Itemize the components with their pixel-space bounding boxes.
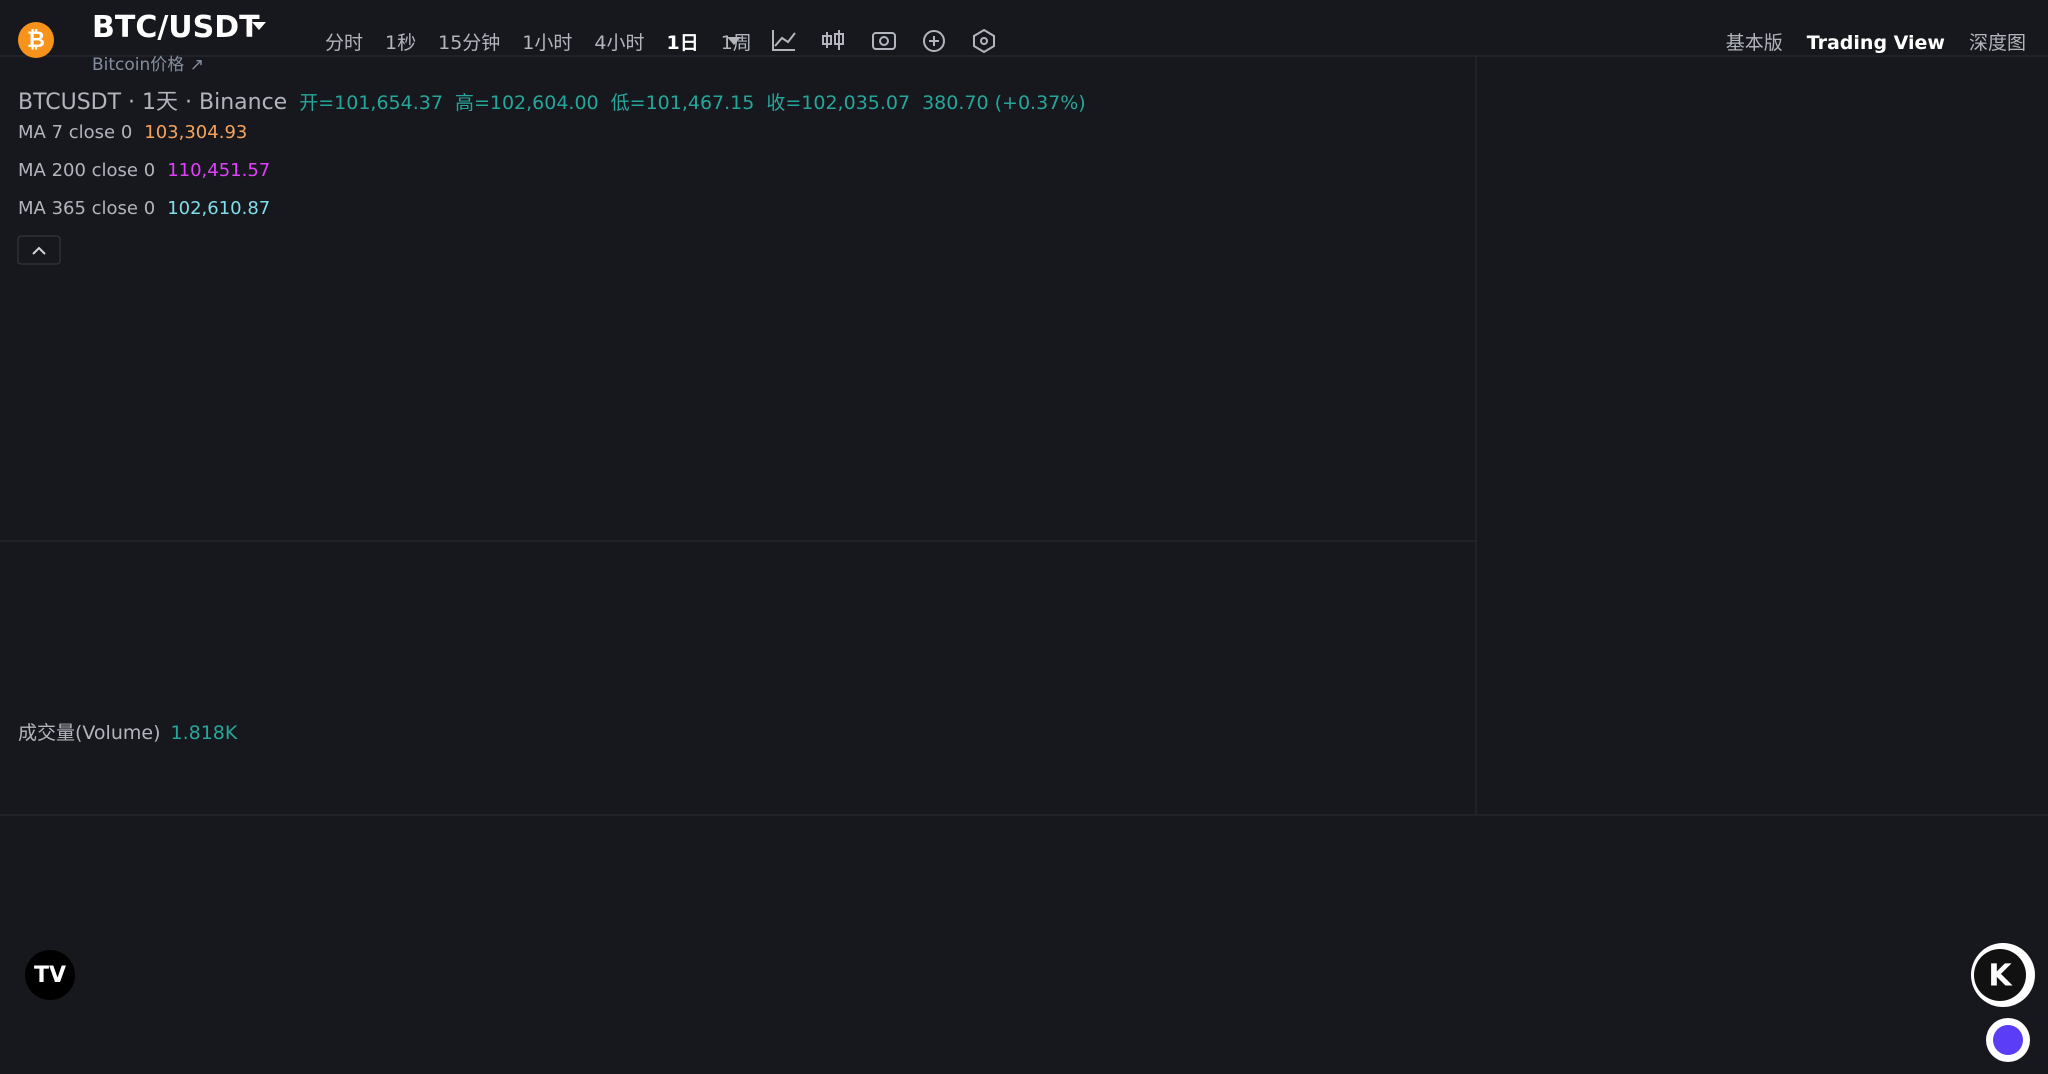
ma-name: MA 7 close 0 (18, 122, 133, 143)
interval-option[interactable]: 分时 (325, 32, 364, 54)
ma-name: MA 200 close 0 (18, 160, 156, 181)
volume-legend: 成交量(Volume) 1.818K (18, 718, 237, 745)
screenshot-lens (879, 36, 889, 46)
chart-type-icon[interactable] (822, 30, 844, 50)
view-option[interactable]: 基本版 (1725, 32, 1783, 54)
add-icon[interactable] (923, 30, 945, 52)
interval-option[interactable]: 1小时 (522, 32, 573, 54)
symbol[interactable]: BTC/USDT (92, 10, 260, 45)
ohlc-value: 收=102,035.07 (766, 92, 911, 114)
bitcoin-icon (18, 22, 54, 58)
interval-bar: 分时 1秒 15分钟 1小时 4小时 1日 1周 (325, 28, 752, 55)
settings-dot (980, 37, 988, 45)
interval-option[interactable]: 1周 (720, 32, 752, 54)
ma-legend-row: MA 365 close 0 102,610.87 (18, 198, 270, 236)
collapse-arrow (32, 246, 46, 255)
chart-title: BTCUSDT · 1天 · Binance (18, 90, 288, 115)
screenshot-icon[interactable] (872, 32, 896, 50)
view-option[interactable]: Trading View (1806, 32, 1945, 54)
volume-value: 1.818K (170, 722, 238, 744)
add-plus (929, 36, 939, 46)
k-logo-inner (1974, 949, 2026, 1001)
ma-name: MA 365 close 0 (18, 198, 156, 219)
interval-option[interactable]: 15分钟 (438, 32, 501, 54)
ohlc-value: 低=101,467.15 (610, 92, 755, 114)
ma-value: 103,304.93 (144, 122, 248, 143)
k-logo-text: K (1988, 959, 2013, 994)
bitcoin-glyph: ₿ (27, 28, 45, 53)
ma-legend: MA 7 close 0 103,304.93 MA 200 close 0 110,… (18, 122, 270, 236)
ohlc-value: 开=101,654.37 (299, 92, 443, 114)
symbol-dropdown[interactable] (252, 22, 266, 30)
ma-legend-row: MA 7 close 0 103,304.93 (18, 122, 270, 160)
collapse-button[interactable] (17, 235, 61, 265)
tv-logo-text: TV (34, 963, 66, 988)
interval-dropdown[interactable] (727, 37, 741, 45)
ma-value: 102,610.87 (167, 198, 271, 219)
view-option[interactable]: 深度图 (1968, 32, 2026, 54)
view-switch: 基本版 Trading View 深度图 (1726, 28, 2026, 55)
ohlc-value: 高=102,604.00 (454, 92, 599, 114)
ma-value: 110,451.57 (167, 160, 271, 181)
ohlc-value: 380.70 (+0.37%) (922, 92, 1086, 114)
interval-option[interactable]: 1秒 (385, 32, 417, 54)
ohlc-legend: BTCUSDT · 1天 · Binance 开=101,654.37 高=102… (18, 84, 1086, 116)
tv-logo (25, 950, 75, 1000)
volume-title: 成交量(Volume) (18, 722, 161, 744)
assistant-face (1993, 1025, 2023, 1055)
interval-option[interactable]: 4小时 (594, 32, 645, 54)
settings-icon[interactable] (973, 28, 995, 54)
interval-option[interactable]: 1日 (666, 32, 699, 54)
symbol-subtitle[interactable]: Bitcoin价格 ↗ (92, 55, 204, 75)
indicator-icon[interactable] (772, 30, 796, 51)
ma-legend-row: MA 200 close 0 110,451.57 (18, 160, 270, 198)
